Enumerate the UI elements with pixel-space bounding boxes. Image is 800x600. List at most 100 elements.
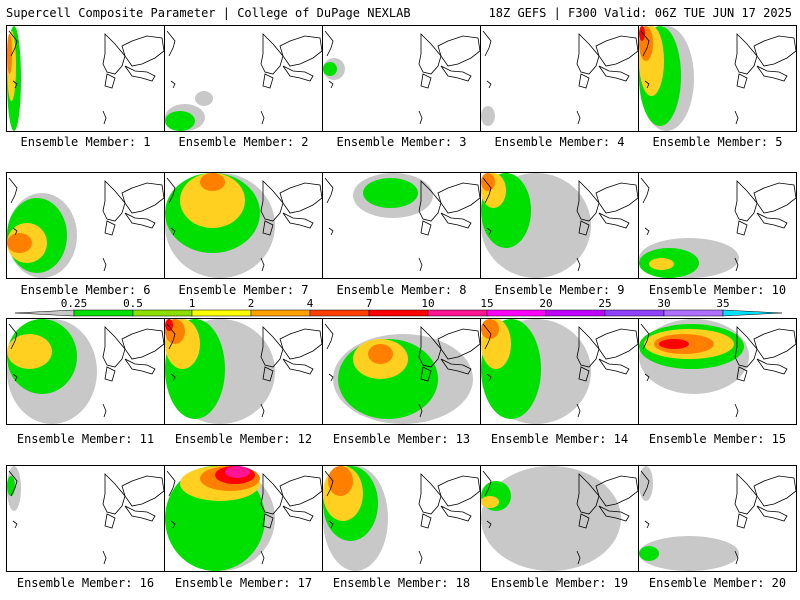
map-outline-5 [12,373,18,382]
map-outline-5 [170,373,176,382]
map-outline-0 [576,33,600,75]
scp-contour-13-3 [368,344,393,364]
map-outline-2 [282,65,314,82]
colorbar-tick-label: 30 [657,297,670,310]
member-3-map [323,30,480,125]
map-outline-2 [440,65,472,82]
map-outline-5 [486,80,492,89]
map-outline-5 [486,373,492,382]
ensemble-panel-2 [164,25,323,132]
map-outline-3 [578,513,590,529]
ensemble-panel-17 [164,465,323,572]
map-outline-6 [260,257,265,272]
map-outline-2 [124,212,156,229]
map-outline-0 [418,326,442,368]
map-outline-6 [418,403,423,418]
map-outline-6 [418,257,423,272]
member-7-map [165,173,322,278]
member-17-map [165,466,322,571]
member-2-map [165,30,322,131]
map-outline-1 [753,328,796,360]
map-outline-0 [418,33,442,75]
member-15-map [639,319,796,418]
colorbar-segment-3 [191,309,252,317]
map-outline-3 [104,220,116,236]
ensemble-panel-16 [6,465,165,572]
map-outline-0 [734,473,758,515]
member-caption-13: Ensemble Member: 13 [332,432,471,446]
map-outline-2 [756,212,788,229]
member-caption-19: Ensemble Member: 19 [490,576,629,590]
map-outline-3 [420,73,432,89]
map-outline-0 [734,33,758,75]
map-outline-3 [736,366,748,382]
scp-contour-10-2 [649,258,674,270]
map-outline-0 [576,473,600,515]
map-outline-3 [262,366,274,382]
map-outline-3 [262,220,274,236]
member-caption-16: Ensemble Member: 16 [16,576,155,590]
map-outline-0 [734,180,758,222]
map-outline-5 [328,373,334,382]
map-outline-3 [420,366,432,382]
ensemble-panel-8 [322,172,481,279]
map-outline-1 [595,35,638,67]
map-outline-3 [104,513,116,529]
ensemble-panel-1 [6,25,165,132]
map-outline-4 [8,470,18,497]
map-outline-2 [756,65,788,82]
ensemble-panel-15 [638,318,797,425]
map-outline-4 [482,323,492,350]
member-caption-15: Ensemble Member: 15 [648,432,787,446]
map-outline-2 [598,505,630,522]
colorbar-segment-0 [14,309,75,317]
map-outline-6 [102,550,107,565]
map-outline-4 [8,177,18,204]
colorbar-tick-label: 1 [189,297,196,310]
colorbar-tick-label: 2 [248,297,255,310]
colorbar-tick-label: 4 [307,297,314,310]
scp-contour-20-1 [639,536,739,571]
colorbar-segment-5 [309,309,370,317]
map-outline-3 [736,220,748,236]
map-outline-4 [324,323,334,350]
map-outline-4 [482,30,492,57]
map-outline-0 [260,473,284,515]
colorbar-tick-label: 35 [716,297,729,310]
colorbar-tick-label: 20 [539,297,552,310]
member-10-map [639,177,796,278]
map-outline-2 [598,212,630,229]
member-5-map [639,26,796,131]
scp-contour-3-1 [323,62,337,76]
map-outline-2 [124,65,156,82]
map-outline-5 [644,227,650,236]
map-outline-5 [328,520,334,529]
map-outline-6 [734,257,739,272]
map-outline-0 [102,326,126,368]
member-caption-12: Ensemble Member: 12 [174,432,313,446]
scp-contour-7-3 [200,173,225,191]
scp-contour-14-3 [481,319,499,339]
member-caption-3: Ensemble Member: 3 [336,135,467,149]
map-outline-2 [282,505,314,522]
map-outline-2 [440,358,472,375]
map-outline-5 [170,227,176,236]
map-outline-4 [166,30,176,57]
ensemble-panel-13 [322,318,481,425]
map-outline-3 [104,366,116,382]
map-outline-2 [440,505,472,522]
map-outline-4 [8,323,18,350]
map-outline-5 [170,520,176,529]
map-outline-1 [121,328,164,360]
map-outline-1 [437,182,480,214]
map-outline-3 [578,220,590,236]
ensemble-panel-10 [638,172,797,279]
member-18-map [323,466,480,571]
ensemble-panel-9 [480,172,639,279]
ensemble-panel-12 [164,318,323,425]
scp-contour-18-3 [328,466,353,496]
map-outline-0 [102,33,126,75]
map-outline-5 [328,227,334,236]
member-caption-1: Ensemble Member: 1 [20,135,151,149]
colorbar-segment-4 [250,309,311,317]
